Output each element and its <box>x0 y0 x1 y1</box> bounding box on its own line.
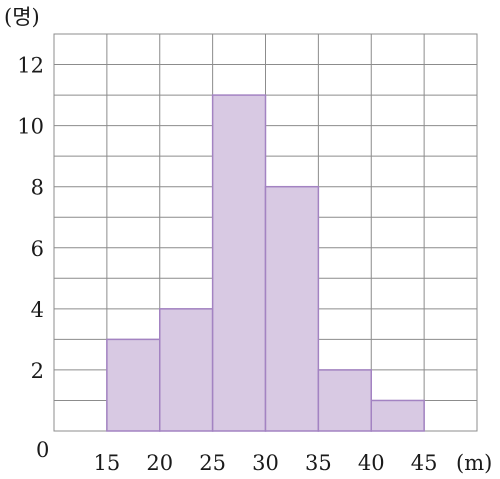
x-tick-label: 15 <box>94 451 121 475</box>
y-tick-label: 6 <box>31 237 44 261</box>
x-unit-label: (m) <box>456 451 492 475</box>
x-tick-label: 45 <box>411 451 438 475</box>
histogram-bar <box>264 185 320 432</box>
y-tick-labels: 2 4 6 8 10 12 <box>17 54 44 383</box>
origin-label: 0 <box>36 438 49 462</box>
x-tick-label: 25 <box>199 451 226 475</box>
histogram-bar <box>106 338 161 432</box>
histogram-bar <box>370 399 425 432</box>
x-tick-label: 20 <box>146 451 173 475</box>
y-tick-label: 4 <box>31 298 44 322</box>
y-tick-label: 12 <box>17 54 44 78</box>
y-tick-label: 8 <box>31 176 44 200</box>
x-tick-labels: 15 20 25 30 35 40 45 <box>94 451 438 475</box>
x-tick-label: 35 <box>305 451 332 475</box>
bars <box>106 94 425 432</box>
histogram-bar <box>159 308 214 432</box>
y-unit-label: (명) <box>4 5 40 29</box>
x-tick-label: 40 <box>358 451 385 475</box>
histogram-bar <box>317 369 372 432</box>
histogram-bar <box>211 94 267 432</box>
y-tick-label: 10 <box>17 115 44 139</box>
y-tick-label: 2 <box>31 359 44 383</box>
x-tick-label: 30 <box>252 451 279 475</box>
